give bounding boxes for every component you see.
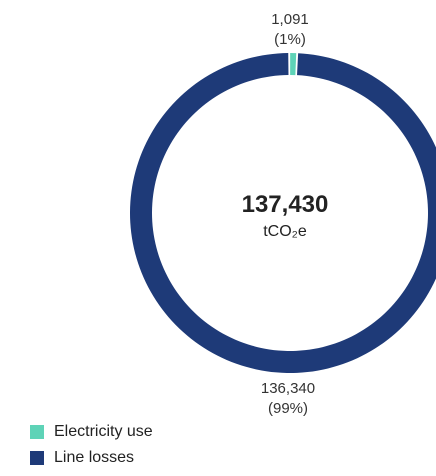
legend-swatch-line-losses [30,451,44,465]
center-total-value: 137,430 [242,191,329,218]
slice-label-line-losses-percent: (99%) [268,400,308,417]
slice-label-line-losses-value: 136,340 [261,380,315,397]
legend-label-electricity-use: Electricity use [54,423,153,440]
legend-item-electricity-use: Electricity use [30,422,153,442]
center-unit: tCO₂e [263,223,307,240]
legend: Electricity use Line losses [30,422,153,474]
donut-slice-electricity-use [290,53,297,76]
legend-label-line-losses: Line losses [54,449,135,466]
slices-group [130,53,436,373]
legend-item-line-losses: Line losses [30,448,153,468]
slice-label-electricity-percent: (1%) [274,31,306,48]
legend-swatch-electricity-use [30,425,44,439]
slice-label-electricity-value: 1,091 [271,11,309,28]
